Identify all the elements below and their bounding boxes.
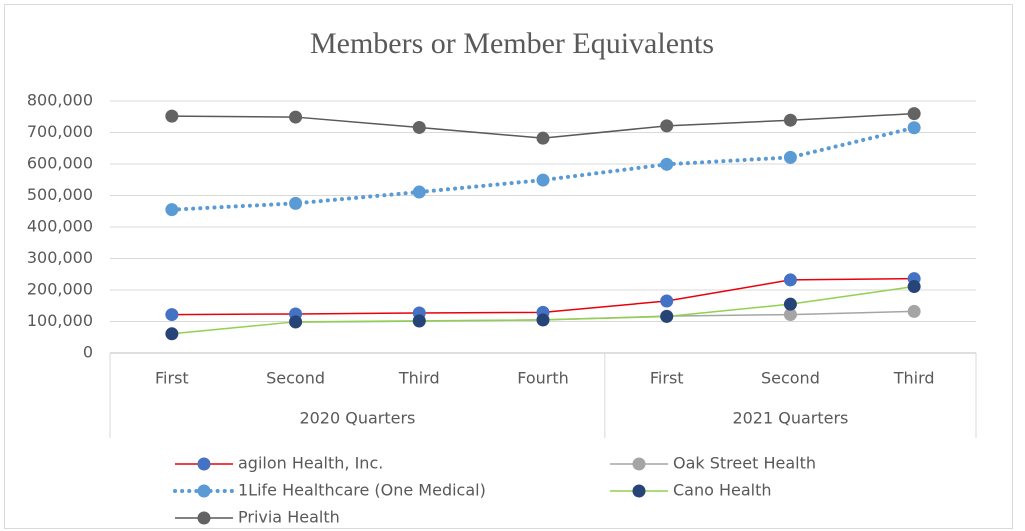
- data-point: [412, 185, 426, 199]
- data-point: [536, 313, 550, 327]
- legend-marker: [632, 457, 646, 471]
- legend-marker: [197, 511, 211, 525]
- x-tick-label: Second: [761, 369, 820, 388]
- y-tick-label: 700,000: [27, 122, 93, 141]
- legend-label: Oak Street Health: [673, 454, 816, 473]
- data-point: [783, 150, 797, 164]
- legend-label: Privia Health: [238, 508, 340, 527]
- legend-marker: [197, 457, 211, 471]
- data-point: [907, 121, 921, 135]
- chart-title: Members or Member Equivalents: [310, 27, 714, 60]
- chart-border: [4, 4, 1013, 529]
- data-point: [289, 315, 303, 329]
- y-tick-label: 0: [83, 343, 93, 362]
- data-point: [660, 294, 674, 308]
- data-point: [536, 173, 550, 187]
- data-point: [412, 120, 426, 134]
- x-tick-label: First: [155, 369, 189, 388]
- data-point: [783, 113, 797, 127]
- data-point: [783, 297, 797, 311]
- y-tick-label: 400,000: [27, 217, 93, 236]
- data-point: [289, 110, 303, 124]
- data-point: [165, 308, 179, 322]
- data-point: [412, 314, 426, 328]
- data-point: [783, 308, 797, 322]
- y-tick-label: 100,000: [27, 311, 93, 330]
- data-point: [289, 196, 303, 210]
- legend-label: Cano Health: [673, 481, 772, 500]
- x-tick-label: Third: [893, 369, 935, 388]
- data-point: [660, 309, 674, 323]
- legend-label: agilon Health, Inc.: [238, 454, 383, 473]
- y-tick-label: 200,000: [27, 280, 93, 299]
- x-group-label: 2020 Quarters: [299, 409, 415, 428]
- x-tick-label: Second: [266, 369, 325, 388]
- y-tick-label: 300,000: [27, 248, 93, 267]
- data-point: [907, 107, 921, 121]
- y-tick-label: 600,000: [27, 154, 93, 173]
- data-point: [907, 280, 921, 294]
- x-tick-label: Third: [398, 369, 440, 388]
- data-point: [907, 304, 921, 318]
- legend-marker: [632, 484, 646, 498]
- data-point: [165, 109, 179, 123]
- data-point: [165, 327, 179, 341]
- data-point: [660, 157, 674, 171]
- x-group-label: 2021 Quarters: [732, 409, 848, 428]
- x-tick-label: Fourth: [517, 369, 569, 388]
- x-tick-label: First: [650, 369, 684, 388]
- data-point: [536, 131, 550, 145]
- legend-marker: [197, 484, 211, 498]
- legend-label: 1Life Healthcare (One Medical): [238, 481, 486, 500]
- data-point: [660, 119, 674, 133]
- y-tick-label: 800,000: [27, 91, 93, 110]
- y-tick-label: 500,000: [27, 185, 93, 204]
- data-point: [783, 273, 797, 287]
- data-point: [165, 203, 179, 217]
